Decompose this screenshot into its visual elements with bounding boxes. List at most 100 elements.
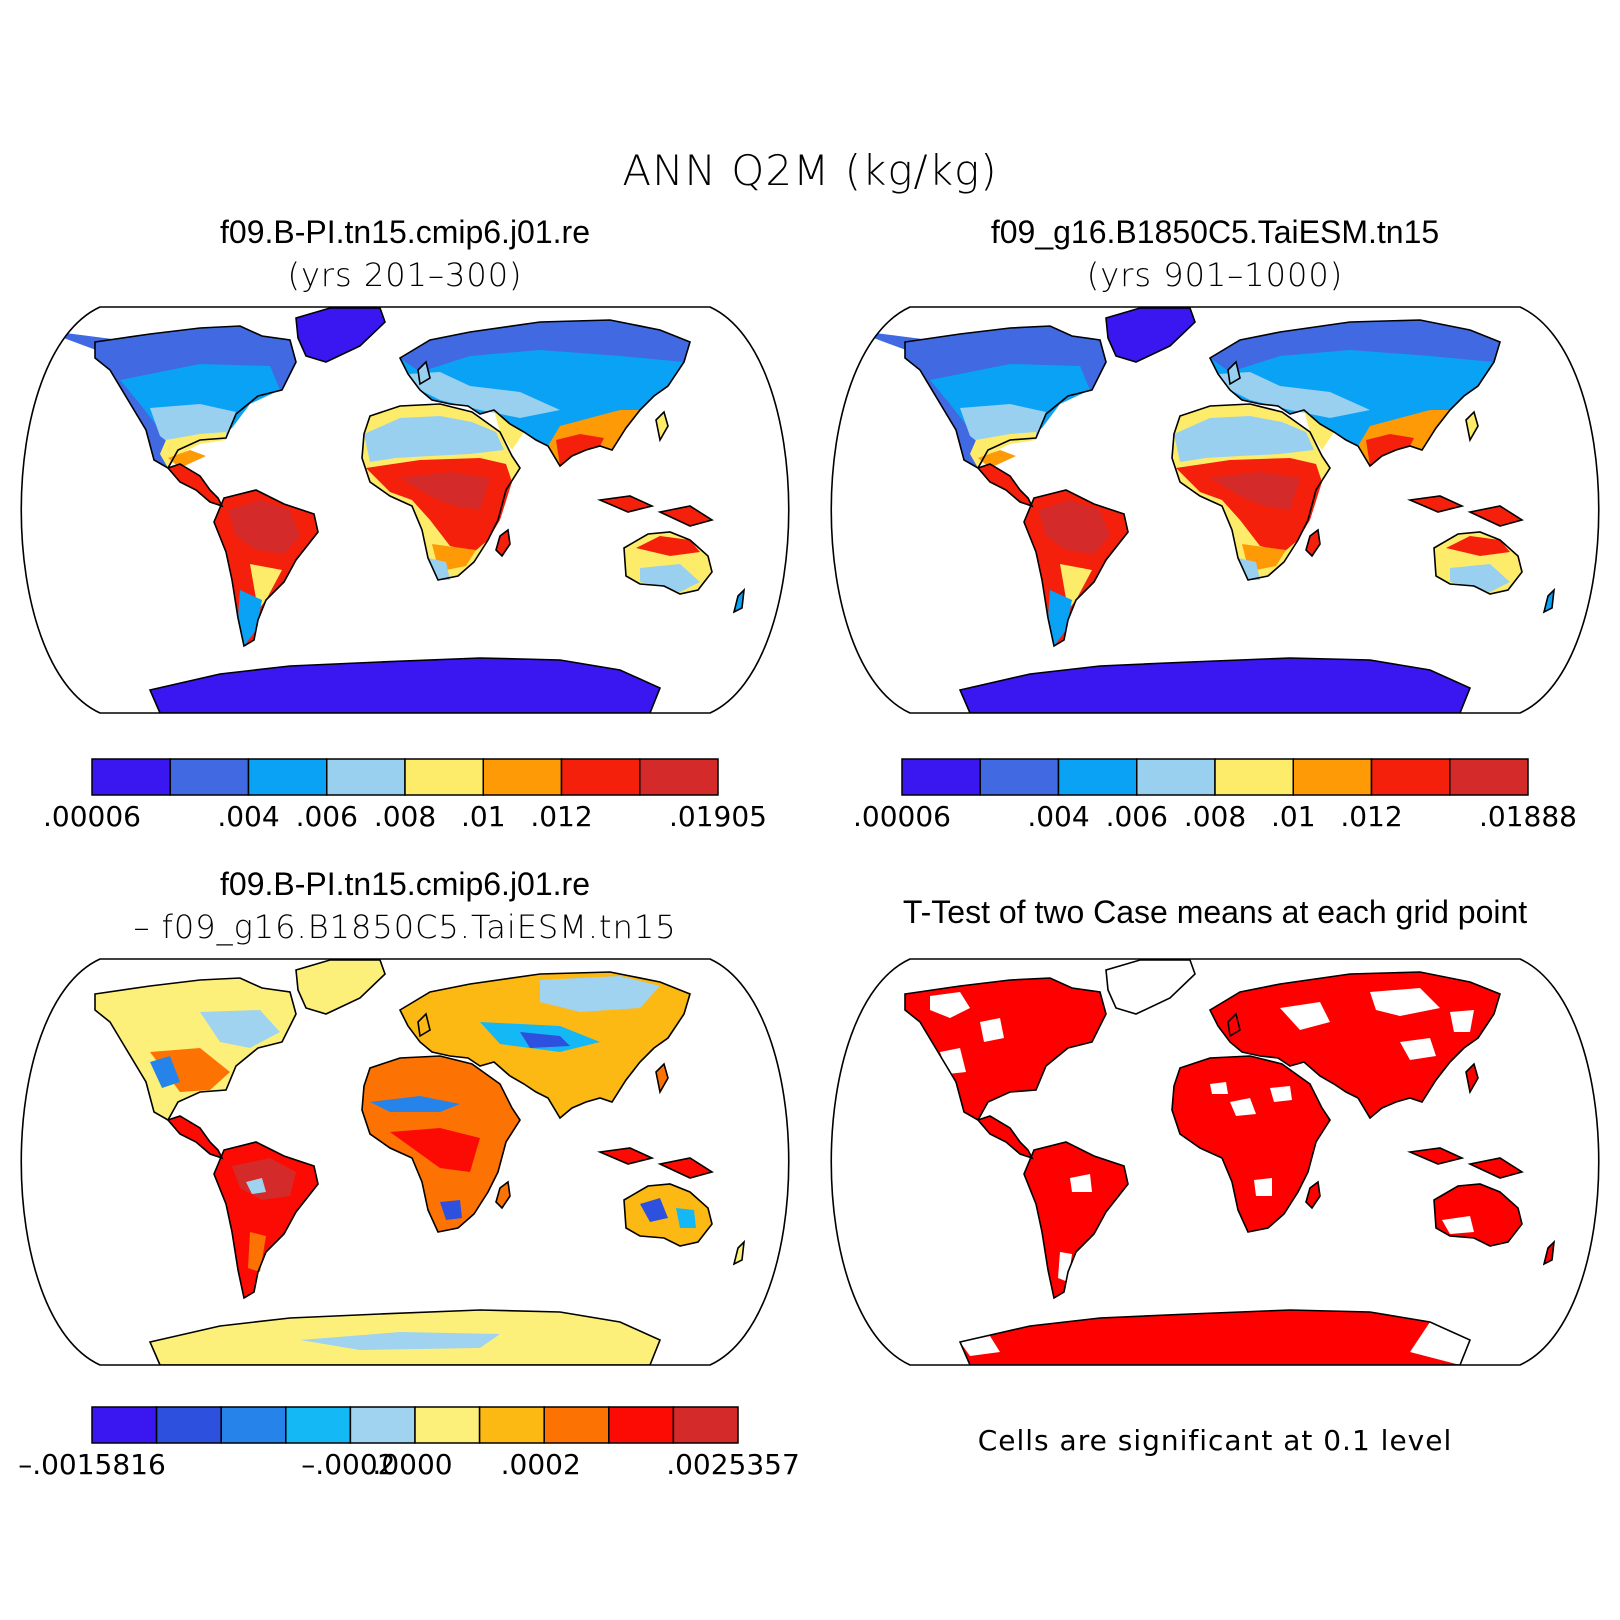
colorbar-swatch <box>482 758 563 796</box>
coastline <box>732 587 746 614</box>
band <box>228 500 300 554</box>
non-significant-patch <box>1270 1086 1292 1102</box>
colorbar-tick-label: .01888 <box>1479 800 1577 833</box>
band <box>978 450 1016 468</box>
colorbar-tick-label: .01905 <box>669 800 767 833</box>
non-significant-patch <box>1280 1002 1330 1030</box>
band <box>1210 472 1300 510</box>
colorbar-tick-label: .012 <box>530 800 593 833</box>
coastline <box>655 1062 669 1095</box>
australia-land <box>1434 1184 1522 1246</box>
colorbar-tick-label: .008 <box>373 800 437 833</box>
map-frame <box>830 958 1600 1366</box>
band <box>1048 590 1072 646</box>
coastline <box>1433 1183 1523 1247</box>
pattern <box>200 1010 280 1048</box>
panel2-map <box>830 306 1600 714</box>
pattern <box>440 1200 462 1220</box>
coastline <box>904 977 1107 1122</box>
coastline <box>417 360 431 386</box>
greenland-land <box>296 960 385 1014</box>
coastline <box>1105 959 1196 1015</box>
band <box>408 372 560 418</box>
coastline <box>1023 1141 1129 1300</box>
coastline <box>94 325 297 470</box>
colorbar-tick-label: .004 <box>217 800 280 833</box>
coastline <box>1465 1062 1479 1095</box>
coastline <box>958 1309 1472 1365</box>
panel1-title: f09.B-PI.tn15.cmip6.j01.re <box>220 214 590 250</box>
map-frame <box>20 958 790 1366</box>
band <box>1238 558 1260 580</box>
indonesia-land <box>1410 496 1462 512</box>
indonesia-land <box>600 496 652 512</box>
samerica-land <box>1024 1142 1128 1298</box>
panel3-title: f09.B-PI.tn15.cmip6.j01.re <box>220 866 590 902</box>
panel4-title: T-Test of two Case means at each grid po… <box>902 894 1528 930</box>
colorbar-swatch <box>901 758 981 796</box>
colorbar-swatch <box>560 758 641 796</box>
coastline <box>213 1141 319 1300</box>
coastline <box>1227 360 1241 386</box>
coastline <box>1208 319 1501 468</box>
coastline <box>417 1012 431 1038</box>
colorbar-swatch <box>1292 758 1373 796</box>
panel4-map <box>830 958 1600 1366</box>
band <box>1174 416 1314 462</box>
coastline <box>1467 1157 1524 1179</box>
coastline <box>623 531 713 595</box>
pattern <box>150 1056 180 1088</box>
colorbar-tick-label: –.0002 <box>301 1448 396 1481</box>
pattern <box>232 1158 296 1200</box>
colorbar-tick-label: .0025357 <box>666 1448 800 1481</box>
pattern <box>248 1232 266 1272</box>
band <box>1446 536 1510 556</box>
coastline <box>398 971 691 1120</box>
coastline <box>904 325 1107 470</box>
band <box>1218 372 1370 418</box>
madagascar-land <box>496 1182 510 1208</box>
band <box>364 416 504 462</box>
pattern <box>390 1128 480 1172</box>
madagascar-land <box>1306 530 1320 556</box>
central-america-land <box>978 464 1032 506</box>
colorbar-tick-label: .008 <box>1183 800 1247 833</box>
colorbar-swatch <box>1057 758 1138 796</box>
non-significant-patch <box>1400 1038 1436 1060</box>
coastline <box>623 1183 713 1247</box>
colorbar-swatch <box>979 758 1060 796</box>
coastline <box>1467 505 1524 527</box>
non-significant-patch <box>1410 1322 1470 1365</box>
colorbar-swatch <box>1214 758 1294 796</box>
indonesia-land <box>600 1148 652 1164</box>
colorbar-swatch <box>247 758 328 796</box>
colorbar-tick-label: .0002 <box>500 1448 581 1481</box>
colorbar-swatch <box>404 758 484 796</box>
colorbar-tick-label: .01 <box>1270 800 1316 833</box>
coastline <box>1227 1012 1241 1038</box>
indonesia2-land <box>1470 1158 1522 1178</box>
coastline <box>295 307 386 363</box>
band <box>970 432 1036 468</box>
colorbar-swatch <box>639 758 719 796</box>
colorbar-swatch <box>349 1406 416 1444</box>
madagascar-land <box>1306 1182 1320 1208</box>
panel2-title: f09_g16.B1850C5.TaiESM.tn15 <box>990 214 1440 250</box>
africa-land <box>1172 1056 1330 1232</box>
coastline <box>495 528 511 558</box>
central-america-land <box>168 464 222 506</box>
non-significant-patch <box>1230 1098 1256 1116</box>
coastline <box>361 1055 521 1233</box>
band <box>636 536 700 556</box>
band <box>1038 500 1110 554</box>
band <box>400 472 490 510</box>
pattern <box>640 1198 668 1222</box>
centam-land <box>978 1116 1032 1158</box>
central-america-land <box>168 1116 222 1158</box>
non-significant-patch <box>1450 1010 1474 1032</box>
coastline <box>958 657 1472 713</box>
madagascar-land <box>496 530 510 556</box>
panel3-colorbar <box>91 1406 739 1444</box>
non-significant-patch <box>980 1018 1004 1042</box>
band <box>556 434 604 466</box>
